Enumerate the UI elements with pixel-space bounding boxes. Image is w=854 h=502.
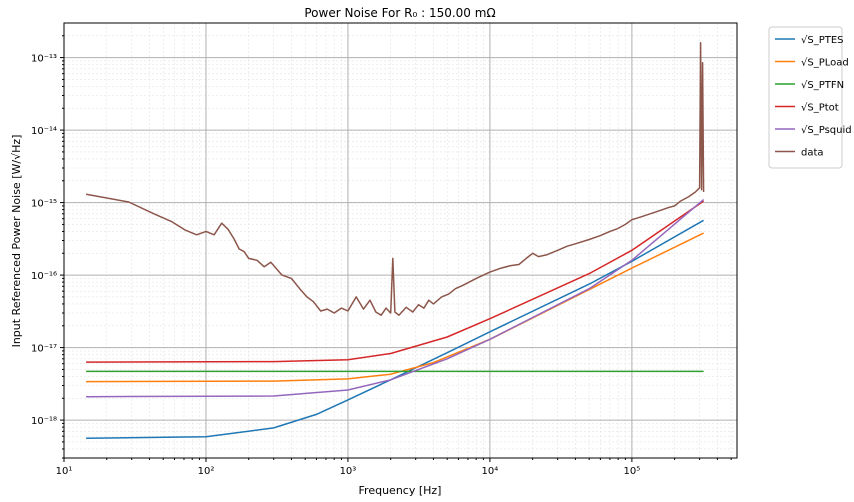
tick-layer: 10¹ 10² 10³ 10⁴ 10⁵ 10⁻¹⁸ 10⁻¹⁷ 10⁻¹⁶ 10⁻¹⁵ 10⁻¹⁴…: [31, 35, 732, 477]
x-tick-label: 10²: [198, 466, 215, 477]
legend-label: √S_PTFN: [801, 80, 844, 91]
x-tick-label: 10⁵: [624, 466, 641, 477]
legend-label: √S_PLoad: [801, 58, 849, 69]
y-tick-label: 10⁻¹⁵: [31, 199, 57, 210]
y-tick-label: 10⁻¹⁸: [31, 416, 57, 427]
series-line-sptot: [86, 200, 705, 363]
legend-label: √S_PTES: [801, 35, 844, 46]
y-axis-label: Input Referenced Power Noise [W/√Hz]: [10, 135, 23, 348]
x-tick-label: 10⁴: [482, 466, 499, 477]
x-axis-label: Frequency [Hz]: [359, 484, 442, 497]
legend-label: √S_Psquid: [801, 125, 852, 136]
legend-label: data: [801, 148, 824, 159]
series-line-data: [85, 42, 705, 316]
y-tick-label: 10⁻¹⁴: [31, 126, 57, 137]
x-tick-label: 10¹: [56, 466, 73, 477]
series-line-spsquid: [86, 199, 705, 398]
series-line-spload: [86, 232, 704, 383]
legend-label: √S_Ptot: [801, 103, 839, 114]
chart-title: Power Noise For R₀ : 150.00 mΩ: [304, 6, 495, 20]
minor-grid: [64, 23, 737, 459]
legend: √S_PTES √S_PLoad √S_PTFN √S_Ptot √S_Psquidda…: [768, 26, 852, 169]
y-tick-label: 10⁻¹⁶: [31, 271, 57, 282]
y-tick-label: 10⁻¹³: [31, 54, 57, 65]
x-tick-label: 10³: [340, 466, 357, 477]
series-line-sptes: [86, 219, 704, 440]
y-tick-label: 10⁻¹⁷: [31, 344, 57, 355]
series-layer: [85, 42, 705, 440]
